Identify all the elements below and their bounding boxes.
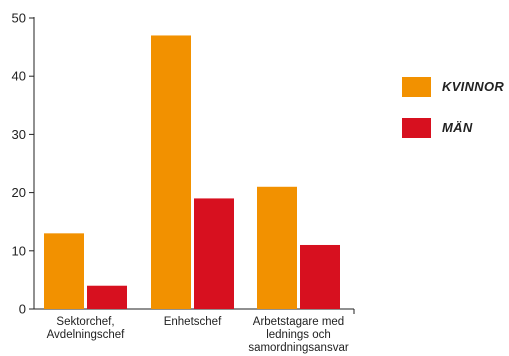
y-tick-label: 20 <box>12 185 26 200</box>
category-label: Arbetstagare med <box>253 316 344 328</box>
category-label: samordningsansvar <box>248 342 349 354</box>
bars <box>44 35 340 310</box>
category-labels: Sektorchef,Avdelningschef Enhetschef Arbet… <box>47 316 349 354</box>
legend-label-kvinnor: KVINNOR <box>442 79 505 94</box>
category-label: Sektorchef, <box>56 316 114 328</box>
y-tick-label: 0 <box>19 302 26 317</box>
y-tick-label: 50 <box>12 11 26 26</box>
legend-label-man: MÄN <box>442 120 473 135</box>
bar-man-2 <box>300 244 340 309</box>
y-tick-label: 40 <box>12 69 26 84</box>
y-tick-label: 10 <box>12 243 26 258</box>
bar-kvinnor-1 <box>151 35 191 310</box>
legend-swatch-kvinnor <box>402 77 431 97</box>
category-label: Enhetschef <box>164 316 222 328</box>
y-axis: 0 10 20 30 40 50 <box>12 11 35 317</box>
category-label: lednings och <box>266 329 331 341</box>
bar-man-1 <box>194 198 234 309</box>
bar-kvinnor-0 <box>44 233 84 309</box>
legend-swatch-man <box>402 118 431 138</box>
bar-man-0 <box>87 285 127 309</box>
category-label: Avdelningschef <box>47 329 126 341</box>
y-tick-label: 30 <box>12 127 26 142</box>
bar-kvinnor-2 <box>257 186 297 309</box>
x-axis <box>34 308 355 314</box>
